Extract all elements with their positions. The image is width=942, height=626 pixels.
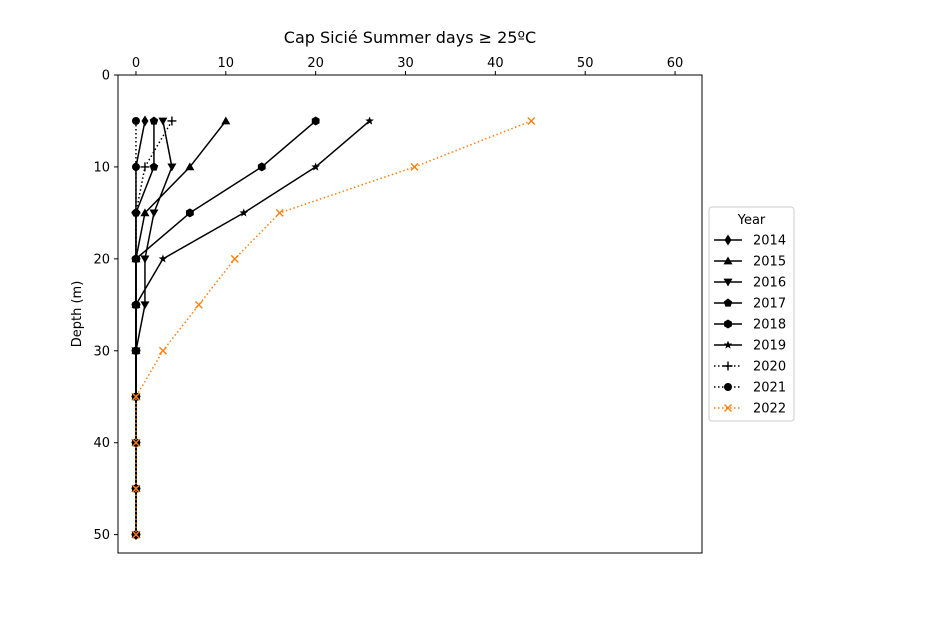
data-point-2016	[140, 255, 150, 264]
y-axis-label: Depth (m)	[70, 281, 85, 348]
data-point-2014	[141, 115, 149, 127]
data-point-2015	[221, 116, 231, 125]
legend-label: 2017	[753, 297, 786, 312]
data-point-2021	[131, 162, 140, 171]
x-tick-label: 50	[577, 56, 594, 71]
legend-marker	[723, 340, 733, 349]
data-point-2020	[167, 116, 177, 126]
legend-label: 2019	[753, 339, 786, 354]
data-point-2022	[410, 162, 419, 171]
y-tick-label: 20	[93, 252, 110, 267]
data-point-2018	[185, 208, 194, 218]
series-2019	[131, 116, 374, 539]
x-tick-label: 10	[218, 56, 235, 71]
data-point-2015	[140, 208, 150, 217]
legend-item-2022: 2022	[714, 402, 786, 417]
chart-title: Cap Sicié Summer days ≥ 25ºC	[284, 28, 536, 47]
series-2022	[131, 116, 536, 539]
data-point-2022	[275, 208, 284, 217]
data-point-2021	[131, 300, 140, 309]
series-line-2019	[135, 120, 371, 535]
legend-marker	[724, 234, 732, 246]
data-point-2022	[131, 392, 140, 401]
plot-area: 0 10 20 30 40 50 60 0 10 20 30 40 50	[93, 56, 703, 554]
series-2018	[132, 116, 320, 540]
data-point-2019	[158, 254, 168, 263]
series-line-2020	[135, 120, 173, 535]
x-tick-label: 30	[397, 56, 414, 71]
data-point-2021	[131, 254, 140, 263]
series-line-2017	[135, 120, 155, 535]
series-line-2022	[135, 120, 532, 535]
data-point-2022	[230, 254, 239, 263]
series-line-2015	[135, 120, 227, 535]
data-point-2021	[131, 346, 140, 355]
legend-item-2014: 2014	[714, 234, 786, 249]
data-point-2019	[365, 116, 374, 125]
legend-label: 2020	[753, 360, 786, 375]
y-tick-label: 50	[93, 528, 110, 543]
series-2016	[131, 117, 177, 540]
legend-title: Year	[737, 213, 766, 228]
data-point-2019	[311, 162, 320, 171]
x-tick-label: 0	[132, 56, 140, 71]
axes-frame	[117, 74, 703, 554]
legend-marker	[724, 383, 732, 391]
legend-item-2016: 2016	[714, 276, 786, 291]
x-tick-label: 60	[667, 56, 684, 71]
legend-marker	[723, 361, 733, 371]
data-point-2017	[149, 116, 159, 125]
legend-item-2020: 2020	[714, 360, 786, 375]
series-2020	[131, 116, 177, 540]
data-point-2019	[239, 208, 249, 217]
x-tick-label: 20	[307, 56, 324, 71]
series-line-2018	[135, 120, 317, 535]
legend-item-2021: 2021	[714, 381, 786, 396]
legend-marker	[724, 404, 732, 412]
data-point-2018	[311, 116, 320, 126]
data-point-2016	[167, 163, 177, 172]
legend-item-2015: 2015	[714, 255, 786, 270]
y-tick-label: 40	[93, 436, 110, 451]
series-line-2016	[135, 120, 173, 535]
legend-marker	[724, 319, 732, 329]
legend-label: 2014	[753, 234, 786, 249]
legend-marker	[723, 298, 733, 307]
legend-item-2019: 2019	[714, 339, 786, 354]
data-point-2021	[131, 208, 140, 217]
legend-label: 2018	[753, 318, 786, 333]
data-point-2021	[131, 116, 140, 125]
data-point-2022	[131, 484, 140, 493]
legend-item-2017: 2017	[714, 297, 786, 312]
data-point-2022	[131, 438, 140, 447]
data-point-2015	[185, 162, 195, 171]
data-point-2017	[149, 162, 159, 171]
legend: Year 2014 2015 2016 2017 2018 2019 2020 2021 202…	[708, 206, 795, 422]
y-tick-label: 10	[93, 160, 110, 175]
data-point-2022	[194, 300, 203, 309]
legend-label: 2022	[753, 402, 786, 417]
legend-label: 2016	[753, 276, 786, 291]
y-tick-label: 30	[93, 344, 110, 359]
data-point-2018	[257, 162, 266, 172]
legend-marker	[723, 256, 733, 265]
legend-label: 2021	[753, 381, 786, 396]
legend-label: 2015	[753, 255, 786, 270]
y-tick-label: 0	[102, 69, 110, 84]
data-point-2022	[527, 116, 536, 125]
legend-item-2018: 2018	[714, 318, 786, 333]
data-point-2022	[131, 530, 140, 539]
data-point-2016	[158, 117, 168, 126]
series-2015	[131, 116, 231, 538]
data-point-2016	[149, 209, 159, 218]
data-point-2020	[140, 162, 150, 172]
legend-marker	[723, 278, 733, 287]
x-tick-label: 40	[487, 56, 504, 71]
data-point-2022	[158, 346, 167, 355]
data-point-2016	[140, 301, 150, 310]
